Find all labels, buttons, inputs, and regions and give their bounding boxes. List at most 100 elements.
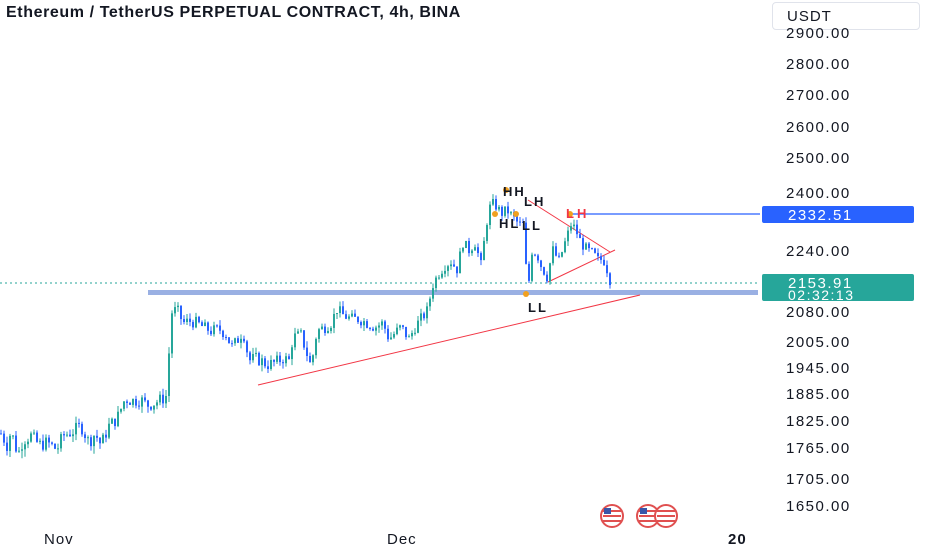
candle-body	[207, 322, 209, 331]
candle-body	[315, 338, 317, 356]
us-flag-icon[interactable]	[600, 504, 624, 528]
candle-body	[201, 322, 203, 327]
candle-body	[396, 327, 398, 335]
candle-body	[105, 434, 107, 438]
candle-body	[507, 206, 509, 214]
candle-body	[327, 330, 329, 333]
price-axis-label: 1825.00	[786, 413, 851, 430]
candle-body	[564, 241, 566, 253]
candle-body	[0, 433, 2, 435]
candle-body	[600, 256, 602, 260]
candle-body	[204, 322, 206, 327]
candle-body	[474, 247, 476, 251]
candle-body	[603, 259, 605, 266]
candle-body	[459, 251, 461, 274]
candle-body	[294, 333, 296, 348]
candle-body	[348, 316, 350, 319]
candle-body	[270, 359, 272, 369]
price-axis-label: 2900.00	[786, 25, 851, 42]
candle-body	[138, 405, 140, 407]
pivot-marker	[567, 211, 573, 217]
candle-body	[189, 318, 191, 322]
candle-body	[198, 316, 200, 323]
candle-body	[555, 246, 557, 256]
candle-body	[510, 212, 512, 214]
candle-body	[528, 263, 530, 281]
candle-body	[477, 247, 479, 254]
candle-body	[51, 442, 53, 444]
candle-body	[219, 325, 221, 331]
candle-body	[606, 265, 608, 274]
candle-body	[492, 198, 494, 205]
candle-body	[135, 398, 137, 406]
candle-body	[168, 353, 170, 397]
candle-body	[117, 411, 119, 427]
annotation-hh: HH	[503, 184, 526, 199]
annotation-lh: LH	[524, 194, 545, 209]
price-axis-label: 2500.00	[786, 150, 851, 167]
rising-trendline[interactable]	[257, 294, 641, 386]
candle-body	[384, 321, 386, 329]
candle-body	[66, 434, 68, 436]
candle-body	[186, 318, 188, 323]
candle-body	[543, 267, 545, 275]
candle-body	[351, 313, 353, 317]
candle-body	[216, 325, 218, 327]
pivot-marker	[503, 187, 509, 193]
candle-body	[342, 306, 344, 315]
candle-body	[153, 405, 155, 410]
candle-body	[192, 321, 194, 328]
candle-body	[519, 221, 521, 223]
candle-body	[69, 434, 71, 437]
candle-body	[279, 355, 281, 363]
candle-body	[285, 356, 287, 364]
candle-body	[60, 434, 62, 449]
candle-body	[390, 337, 392, 340]
candle-body	[213, 325, 215, 335]
candle-body	[324, 326, 326, 333]
candle-body	[306, 347, 308, 356]
candle-body	[468, 240, 470, 254]
candle-body	[309, 355, 311, 363]
candle-body	[558, 255, 560, 257]
candle-body	[333, 313, 335, 328]
support-zone[interactable]	[148, 290, 758, 295]
candle-body	[63, 434, 65, 436]
candle-body	[237, 338, 239, 343]
candle-body	[450, 264, 452, 267]
candle-body	[36, 432, 38, 442]
candle-body	[249, 352, 251, 361]
candle-body	[462, 247, 464, 252]
annotation-hl: HL	[499, 216, 520, 231]
candle-body	[312, 355, 314, 363]
candle-body	[222, 330, 224, 337]
candle-body	[39, 440, 41, 442]
candle-body	[480, 253, 482, 261]
candle-body	[180, 305, 182, 320]
price-axis-label: 2240.00	[786, 243, 851, 260]
currency-selector[interactable]: USDT	[772, 2, 920, 30]
candle-body	[120, 408, 122, 412]
candle-body	[570, 226, 572, 231]
candle-body	[345, 314, 347, 319]
candle-body	[363, 321, 365, 326]
candle-body	[27, 441, 29, 445]
candle-body	[375, 327, 377, 331]
candle-body	[276, 355, 278, 362]
candle-body	[567, 230, 569, 242]
price-axis[interactable]: 2900.00 2800.00 2700.00 2600.00 2500.00 2400.…	[786, 25, 851, 515]
us-flag-icon[interactable]	[654, 504, 678, 528]
triangle-bottom-line[interactable]	[547, 249, 616, 283]
candle-body	[546, 274, 548, 282]
last-price-tag	[762, 274, 914, 301]
candle-body	[141, 397, 143, 407]
candle-body	[318, 329, 320, 339]
candle-body	[489, 204, 491, 226]
triangle-top-line[interactable]	[527, 199, 611, 253]
candle-body	[132, 398, 134, 405]
price-axis-label: 1945.00	[786, 360, 851, 377]
candle-body	[240, 338, 242, 343]
candle-body	[414, 332, 416, 334]
candle-body	[3, 433, 5, 443]
